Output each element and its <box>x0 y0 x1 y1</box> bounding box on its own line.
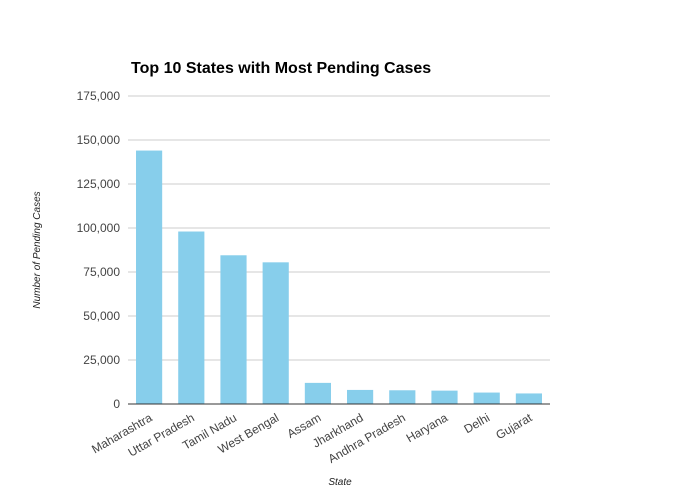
y-tick-label: 150,000 <box>77 133 121 147</box>
bar-gujarat <box>515 393 542 404</box>
bar-andhra-pradesh <box>389 390 416 404</box>
bar-west-bengal <box>262 262 289 404</box>
x-axis-label: State <box>328 477 352 488</box>
y-tick-labels: 0 25,000 50,000 75,000 100,000 125,000 150,000… <box>77 89 121 411</box>
y-axis-label: Number of Pending Cases <box>32 191 43 308</box>
bar-uttar-pradesh <box>178 231 205 404</box>
y-tick-label: 0 <box>113 397 120 411</box>
x-tick-label: Gujarat <box>493 410 535 442</box>
y-tick-label: 100,000 <box>77 221 121 235</box>
bar-tamil-nadu <box>220 255 247 404</box>
y-tick-label: 125,000 <box>77 177 121 191</box>
y-tick-label: 50,000 <box>83 309 120 323</box>
y-tick-label: 175,000 <box>77 89 121 103</box>
bars <box>136 150 542 404</box>
chart-title: Top 10 States with Most Pending Cases <box>131 60 431 77</box>
bar-delhi <box>473 392 500 404</box>
bar-assam <box>304 382 331 404</box>
bar-haryana <box>431 390 458 404</box>
x-tick-label: Haryana <box>404 410 451 445</box>
bar-jharkhand <box>347 389 374 404</box>
bar-maharashtra <box>136 150 163 404</box>
y-tick-label: 75,000 <box>83 265 120 279</box>
y-tick-label: 25,000 <box>83 353 120 367</box>
x-tick-label: Delhi <box>462 410 493 436</box>
